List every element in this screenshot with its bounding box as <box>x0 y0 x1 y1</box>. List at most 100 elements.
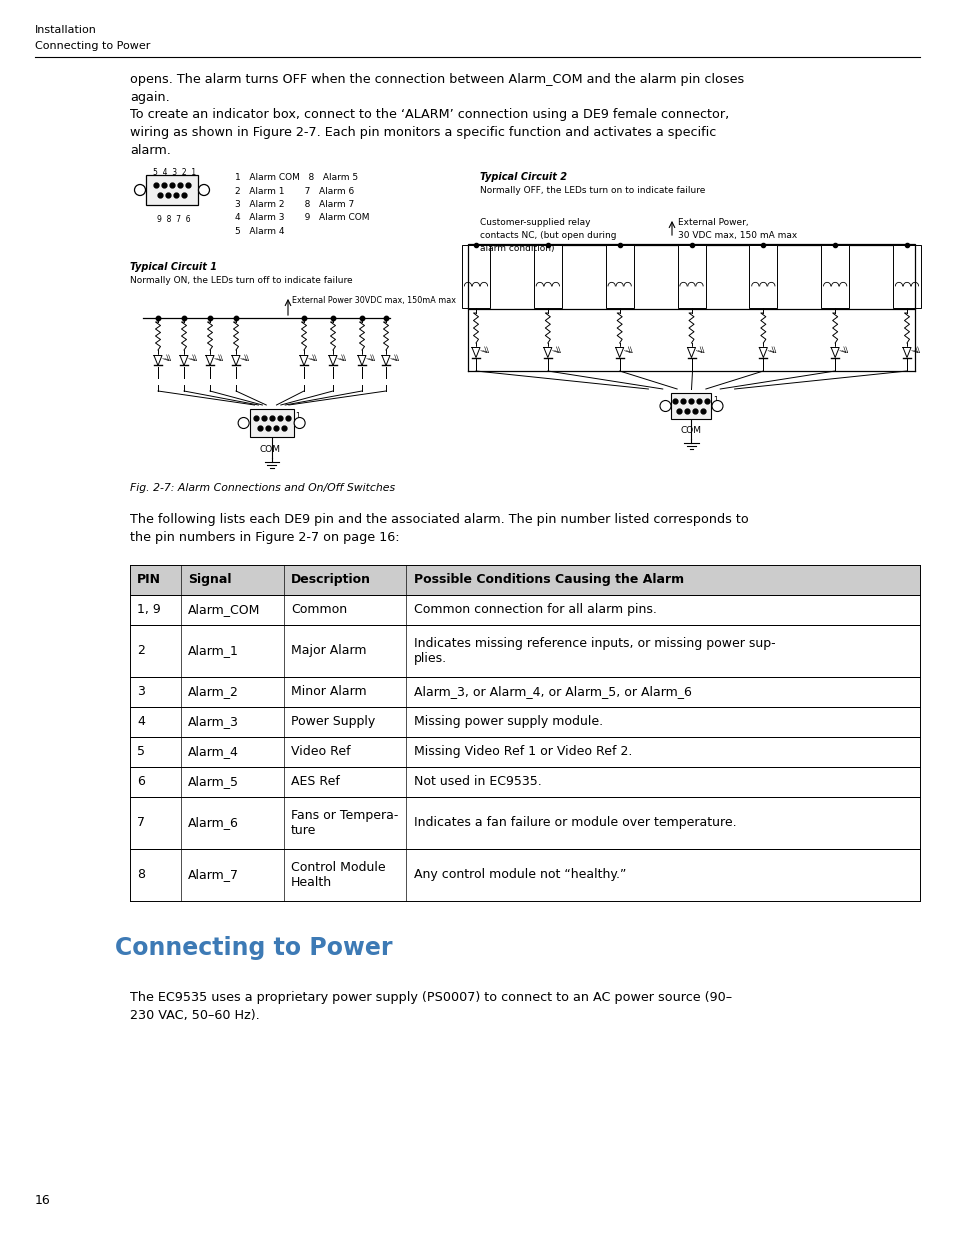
Bar <box>821 245 848 308</box>
Text: 3   Alarm 2       8   Alarm 7: 3 Alarm 2 8 Alarm 7 <box>234 200 354 209</box>
Text: 4: 4 <box>137 715 145 729</box>
Text: 1   Alarm COM   8   Alarm 5: 1 Alarm COM 8 Alarm 5 <box>234 173 357 182</box>
Text: Major Alarm: Major Alarm <box>291 645 366 657</box>
Text: Alarm_7: Alarm_7 <box>188 868 239 882</box>
Text: Normally ON, the LEDs turn off to indicate failure: Normally ON, the LEDs turn off to indica… <box>130 275 353 285</box>
Polygon shape <box>472 347 479 357</box>
Bar <box>250 409 294 437</box>
Circle shape <box>659 400 670 411</box>
Bar <box>130 767 919 797</box>
Text: Not used in EC9535.: Not used in EC9535. <box>413 776 540 788</box>
Text: Signal: Signal <box>188 573 232 587</box>
Text: 2: 2 <box>137 645 145 657</box>
Polygon shape <box>759 347 766 357</box>
Text: 1, 9: 1, 9 <box>137 604 161 616</box>
Bar <box>892 245 920 308</box>
Polygon shape <box>206 356 213 366</box>
Text: Fans or Tempera-
ture: Fans or Tempera- ture <box>291 809 398 837</box>
Polygon shape <box>902 347 910 357</box>
Polygon shape <box>357 356 366 366</box>
Text: 4   Alarm 3       9   Alarm COM: 4 Alarm 3 9 Alarm COM <box>234 214 369 222</box>
Bar <box>130 706 919 737</box>
Bar <box>468 245 914 309</box>
Polygon shape <box>543 347 551 357</box>
Text: Alarm_2: Alarm_2 <box>188 685 239 699</box>
Text: 5: 5 <box>137 746 145 758</box>
Text: Alarm_3: Alarm_3 <box>188 715 239 729</box>
Text: COM: COM <box>680 426 701 435</box>
Text: opens. The alarm turns OFF when the connection between Alarm_COM and the alarm p: opens. The alarm turns OFF when the conn… <box>130 73 743 104</box>
Bar <box>130 625 919 677</box>
Text: Connecting to Power: Connecting to Power <box>35 41 151 51</box>
Text: To create an indicator box, connect to the ‘ALARM’ connection using a DE9 female: To create an indicator box, connect to t… <box>130 107 728 157</box>
Text: Description: Description <box>291 573 371 587</box>
Text: Any control module not “healthy.”: Any control module not “healthy.” <box>413 868 625 882</box>
Text: Missing Video Ref 1 or Video Ref 2.: Missing Video Ref 1 or Video Ref 2. <box>413 746 631 758</box>
Text: Alarm_3, or Alarm_4, or Alarm_5, or Alarm_6: Alarm_3, or Alarm_4, or Alarm_5, or Alar… <box>413 685 691 699</box>
Text: 3: 3 <box>137 685 145 699</box>
Text: Video Ref: Video Ref <box>291 746 351 758</box>
Text: 9  8  7  6: 9 8 7 6 <box>157 215 191 224</box>
Text: 8: 8 <box>137 868 145 882</box>
Text: Customer-supplied relay: Customer-supplied relay <box>479 219 590 227</box>
Bar <box>677 245 705 308</box>
Text: 5  4  3  2  1: 5 4 3 2 1 <box>152 168 196 177</box>
Text: 7: 7 <box>137 816 145 830</box>
Polygon shape <box>687 347 695 357</box>
Polygon shape <box>615 347 623 357</box>
Text: 5   Alarm 4: 5 Alarm 4 <box>234 227 284 236</box>
Text: Connecting to Power: Connecting to Power <box>115 936 392 960</box>
Text: 2   Alarm 1       7   Alarm 6: 2 Alarm 1 7 Alarm 6 <box>234 186 354 195</box>
Text: 1: 1 <box>295 412 300 421</box>
Bar <box>130 848 919 902</box>
Polygon shape <box>180 356 188 366</box>
Text: 30 VDC max, 150 mA max: 30 VDC max, 150 mA max <box>678 231 797 240</box>
Text: Typical Circuit 1: Typical Circuit 1 <box>130 262 216 272</box>
Bar <box>130 677 919 706</box>
Text: Fig. 2-7: Alarm Connections and On/Off Switches: Fig. 2-7: Alarm Connections and On/Off S… <box>130 483 395 493</box>
Text: Control Module
Health: Control Module Health <box>291 861 385 889</box>
Text: Alarm_1: Alarm_1 <box>188 645 239 657</box>
Polygon shape <box>153 356 162 366</box>
Text: alarm condition): alarm condition) <box>479 245 554 253</box>
Text: COM: COM <box>259 445 280 454</box>
Bar <box>461 245 490 308</box>
Text: Alarm_6: Alarm_6 <box>188 816 239 830</box>
Text: Normally OFF, the LEDs turn on to indicate failure: Normally OFF, the LEDs turn on to indica… <box>479 186 704 195</box>
Polygon shape <box>232 356 240 366</box>
Text: Alarm_4: Alarm_4 <box>188 746 239 758</box>
Circle shape <box>294 417 305 429</box>
Circle shape <box>711 400 722 411</box>
Text: External Power,: External Power, <box>678 219 748 227</box>
Text: Alarm_5: Alarm_5 <box>188 776 239 788</box>
Bar <box>130 797 919 848</box>
Text: 1: 1 <box>713 396 718 405</box>
Text: Alarm_COM: Alarm_COM <box>188 604 260 616</box>
Bar <box>671 393 711 419</box>
Bar <box>605 245 633 308</box>
Polygon shape <box>329 356 336 366</box>
Bar <box>748 245 777 308</box>
Text: Common: Common <box>291 604 347 616</box>
Circle shape <box>198 184 210 195</box>
Bar <box>534 245 561 308</box>
Text: The following lists each DE9 pin and the associated alarm. The pin number listed: The following lists each DE9 pin and the… <box>130 513 748 543</box>
Text: Power Supply: Power Supply <box>291 715 375 729</box>
Text: Possible Conditions Causing the Alarm: Possible Conditions Causing the Alarm <box>413 573 683 587</box>
Bar <box>146 175 198 205</box>
Bar <box>130 564 919 595</box>
Bar <box>130 737 919 767</box>
Text: 6: 6 <box>137 776 145 788</box>
Text: 16: 16 <box>35 1194 51 1207</box>
Circle shape <box>238 417 249 429</box>
Text: Indicates a fan failure or module over temperature.: Indicates a fan failure or module over t… <box>413 816 736 830</box>
Bar <box>130 595 919 625</box>
Text: contacts NC, (but open during: contacts NC, (but open during <box>479 231 616 240</box>
Text: Indicates missing reference inputs, or missing power sup-
plies.: Indicates missing reference inputs, or m… <box>413 637 774 664</box>
Text: Installation: Installation <box>35 25 97 35</box>
Text: PIN: PIN <box>137 573 161 587</box>
Text: External Power 30VDC max, 150mA max: External Power 30VDC max, 150mA max <box>292 296 456 305</box>
Text: The EC9535 uses a proprietary power supply (PS0007) to connect to an AC power so: The EC9535 uses a proprietary power supp… <box>130 990 731 1023</box>
Text: AES Ref: AES Ref <box>291 776 339 788</box>
Text: Common connection for all alarm pins.: Common connection for all alarm pins. <box>413 604 656 616</box>
